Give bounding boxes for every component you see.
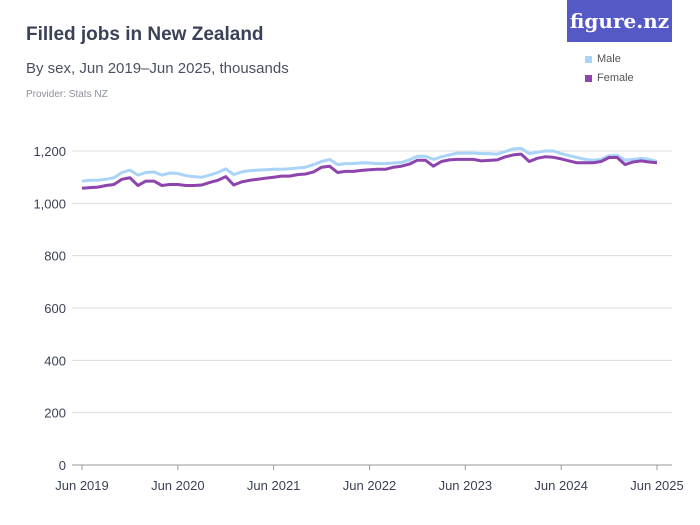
- x-tick-label: Jun 2023: [439, 478, 493, 493]
- y-tick-label: 800: [44, 249, 66, 264]
- chart-title: Filled jobs in New Zealand: [26, 24, 264, 45]
- y-tick-label: 400: [44, 353, 66, 368]
- series-line-male: [81, 146, 658, 183]
- figure-nz-logo[interactable]: figure.nz: [567, 0, 672, 42]
- provider-text: Provider: Stats NZ: [26, 89, 108, 100]
- x-tick-label: Jun 2025: [630, 478, 684, 493]
- x-tick-label: Jun 2024: [534, 478, 588, 493]
- y-tick-label: 0: [59, 458, 66, 473]
- chart-subtitle: By sex, Jun 2019–Jun 2025, thousands: [26, 60, 289, 77]
- legend-swatch-male: [585, 55, 592, 63]
- y-tick-label: 200: [44, 406, 66, 421]
- series-line-female: [81, 152, 658, 190]
- y-tick-label: 600: [44, 301, 66, 316]
- legend-label-female: Female: [597, 72, 634, 84]
- x-tick-label: Jun 2020: [151, 478, 205, 493]
- x-tick-label: Jun 2021: [247, 478, 301, 493]
- legend-label-male: Male: [597, 53, 621, 65]
- legend-item-female: Female: [585, 72, 634, 84]
- x-tick-label: Jun 2019: [55, 478, 109, 493]
- y-tick-label: 1,200: [33, 144, 66, 159]
- legend-item-male: Male: [585, 53, 621, 65]
- y-tick-label: 1,000: [33, 196, 66, 211]
- x-tick-label: Jun 2022: [343, 478, 397, 493]
- legend-swatch-female: [585, 74, 592, 82]
